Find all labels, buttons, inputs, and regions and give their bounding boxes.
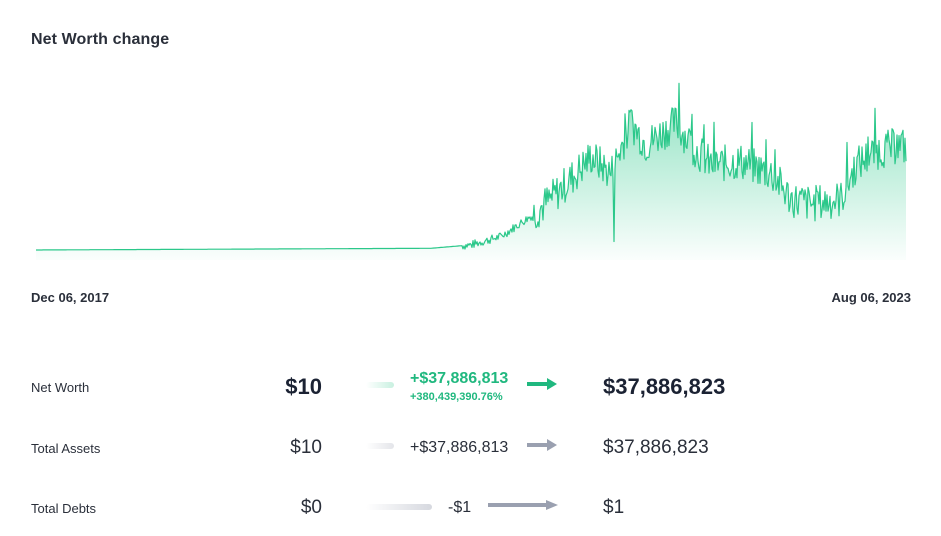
total-debts-row: Total Debts $0 -$1 $1 — [0, 485, 941, 535]
net-worth-chart-svg — [36, 82, 907, 261]
chart-end-date: Aug 06, 2023 — [831, 290, 912, 305]
row-label: Net Worth — [31, 380, 90, 395]
total-assets-row: Total Assets $10 +$37,886,813 $37,886,82… — [0, 425, 941, 475]
change-percent: +380,439,390.76% — [410, 391, 503, 403]
arrow-right-gray-icon — [527, 439, 557, 451]
change-amount: -$1 — [448, 499, 472, 516]
page-title: Net Worth change — [31, 31, 170, 48]
end-value: $1 — [603, 497, 625, 518]
row-label: Total Assets — [31, 441, 101, 456]
start-value: $10 — [290, 437, 322, 458]
net-worth-area-chart[interactable] — [31, 72, 911, 267]
change-bar — [366, 443, 394, 449]
end-value: $37,886,823 — [603, 437, 709, 458]
arrow-right-green-icon — [527, 378, 557, 390]
end-value: $37,886,823 — [603, 374, 726, 399]
change-bar — [366, 382, 394, 388]
change-bar — [366, 504, 432, 510]
change-amount: +$37,886,813 — [410, 439, 509, 456]
net-worth-line — [36, 82, 907, 251]
start-value: $10 — [285, 374, 322, 399]
chart-start-date: Dec 06, 2017 — [31, 290, 110, 305]
net-worth-row: Net Worth $10 +$37,886,813 +380,439,390.… — [0, 364, 941, 414]
change-amount: +$37,886,813 — [410, 370, 509, 387]
row-label: Total Debts — [31, 501, 97, 516]
arrow-right-gray-icon — [488, 500, 558, 510]
net-worth-area — [36, 83, 906, 261]
start-value: $0 — [300, 497, 322, 518]
